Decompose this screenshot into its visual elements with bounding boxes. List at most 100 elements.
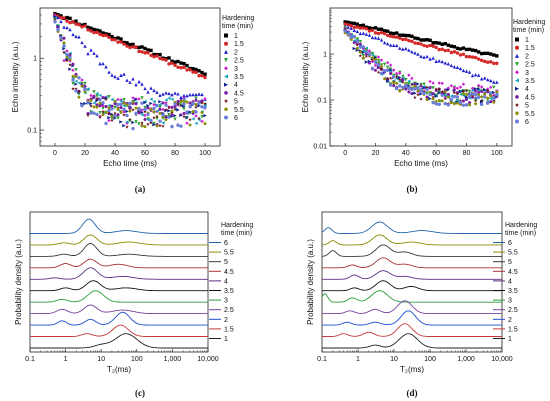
legend-label: 2 bbox=[525, 53, 529, 60]
data-point bbox=[74, 79, 78, 84]
data-point bbox=[74, 22, 78, 26]
data-point bbox=[470, 92, 475, 96]
data-point bbox=[116, 102, 120, 107]
data-point bbox=[367, 49, 372, 53]
data-point bbox=[182, 107, 186, 111]
data-point bbox=[107, 118, 111, 123]
data-point bbox=[373, 68, 378, 72]
data-point bbox=[473, 92, 478, 97]
data-point bbox=[401, 33, 405, 37]
data-point bbox=[164, 98, 168, 102]
data-point bbox=[434, 94, 438, 98]
data-point bbox=[203, 97, 207, 101]
data-point bbox=[367, 52, 372, 56]
data-point bbox=[358, 53, 363, 58]
data-point bbox=[167, 96, 171, 100]
data-point bbox=[352, 41, 356, 45]
data-point bbox=[485, 88, 490, 92]
data-point bbox=[170, 105, 174, 109]
legend-marker bbox=[224, 82, 228, 87]
data-point bbox=[167, 56, 171, 60]
series-line-4.5 bbox=[322, 257, 502, 269]
data-point bbox=[379, 71, 384, 75]
data-point bbox=[125, 109, 129, 114]
data-point bbox=[155, 116, 159, 121]
data-point bbox=[392, 68, 396, 72]
series-line-5 bbox=[30, 243, 208, 257]
legend-marker bbox=[223, 98, 229, 103]
data-point bbox=[158, 119, 162, 123]
data-point bbox=[203, 113, 207, 118]
legend-title-line1: Hardening bbox=[221, 222, 253, 229]
data-point bbox=[101, 33, 105, 38]
data-point bbox=[358, 39, 363, 44]
data-point bbox=[486, 60, 490, 64]
legend-label: 4 bbox=[525, 86, 529, 93]
data-point bbox=[449, 50, 454, 55]
data-point bbox=[116, 116, 120, 120]
data-point bbox=[370, 51, 375, 56]
data-point bbox=[116, 113, 120, 117]
panel-label-a: (a) bbox=[135, 184, 146, 194]
data-point bbox=[131, 126, 135, 131]
data-point bbox=[458, 98, 463, 103]
data-point bbox=[392, 84, 396, 88]
data-point bbox=[455, 86, 460, 90]
data-point bbox=[74, 72, 78, 76]
data-point bbox=[470, 48, 475, 52]
data-point bbox=[492, 53, 496, 57]
legend-label: 4 bbox=[234, 82, 238, 89]
data-point bbox=[486, 90, 490, 94]
legend-label: 3 bbox=[234, 66, 238, 73]
data-point bbox=[373, 63, 378, 68]
x-tick-label: 0.1 bbox=[317, 356, 327, 363]
data-point bbox=[92, 111, 96, 115]
data-point bbox=[173, 107, 177, 111]
data-point bbox=[185, 63, 189, 68]
data-point bbox=[495, 80, 499, 84]
data-point bbox=[364, 60, 369, 64]
data-point bbox=[107, 103, 111, 108]
data-point bbox=[379, 27, 384, 31]
data-point bbox=[382, 69, 387, 73]
data-point bbox=[173, 91, 177, 95]
x-tick-label: 10,000 bbox=[491, 356, 513, 363]
data-point bbox=[352, 28, 356, 33]
data-point bbox=[437, 91, 441, 95]
data-point bbox=[74, 19, 78, 23]
data-point bbox=[461, 99, 466, 103]
data-point bbox=[349, 24, 353, 28]
data-point bbox=[200, 74, 204, 78]
data-point bbox=[434, 59, 438, 63]
data-point bbox=[185, 68, 189, 72]
data-point bbox=[104, 65, 108, 69]
data-point bbox=[143, 100, 147, 105]
panel-b-scatter: 0 20 40 60 80 100 0.01 0.1 1 Echo time (ms) Echo i… bbox=[301, 7, 545, 168]
panel-c-distribution: 0.1 1 10 100 1,000 10,000 T₂(ms) Probability de… bbox=[14, 211, 253, 374]
data-point bbox=[455, 46, 460, 51]
plot-frame bbox=[29, 211, 209, 353]
data-point bbox=[479, 98, 484, 103]
data-point bbox=[92, 51, 96, 55]
data-point bbox=[68, 27, 72, 32]
data-point bbox=[149, 107, 153, 111]
data-point bbox=[194, 70, 198, 75]
data-point bbox=[182, 102, 186, 106]
data-point bbox=[452, 88, 457, 92]
data-point bbox=[125, 125, 129, 129]
data-point bbox=[382, 31, 387, 36]
data-point bbox=[492, 61, 496, 66]
data-point bbox=[113, 38, 117, 42]
data-point bbox=[92, 105, 96, 109]
data-point bbox=[188, 117, 192, 122]
legend-label: 6 bbox=[224, 240, 228, 247]
data-point bbox=[425, 91, 429, 96]
data-point bbox=[404, 37, 408, 42]
data-point bbox=[86, 113, 90, 117]
data-point bbox=[92, 27, 96, 32]
data-point bbox=[155, 124, 159, 128]
data-point bbox=[107, 111, 111, 115]
data-point bbox=[373, 60, 378, 64]
data-point bbox=[101, 100, 105, 105]
legend-label: 3.5 bbox=[224, 288, 234, 295]
